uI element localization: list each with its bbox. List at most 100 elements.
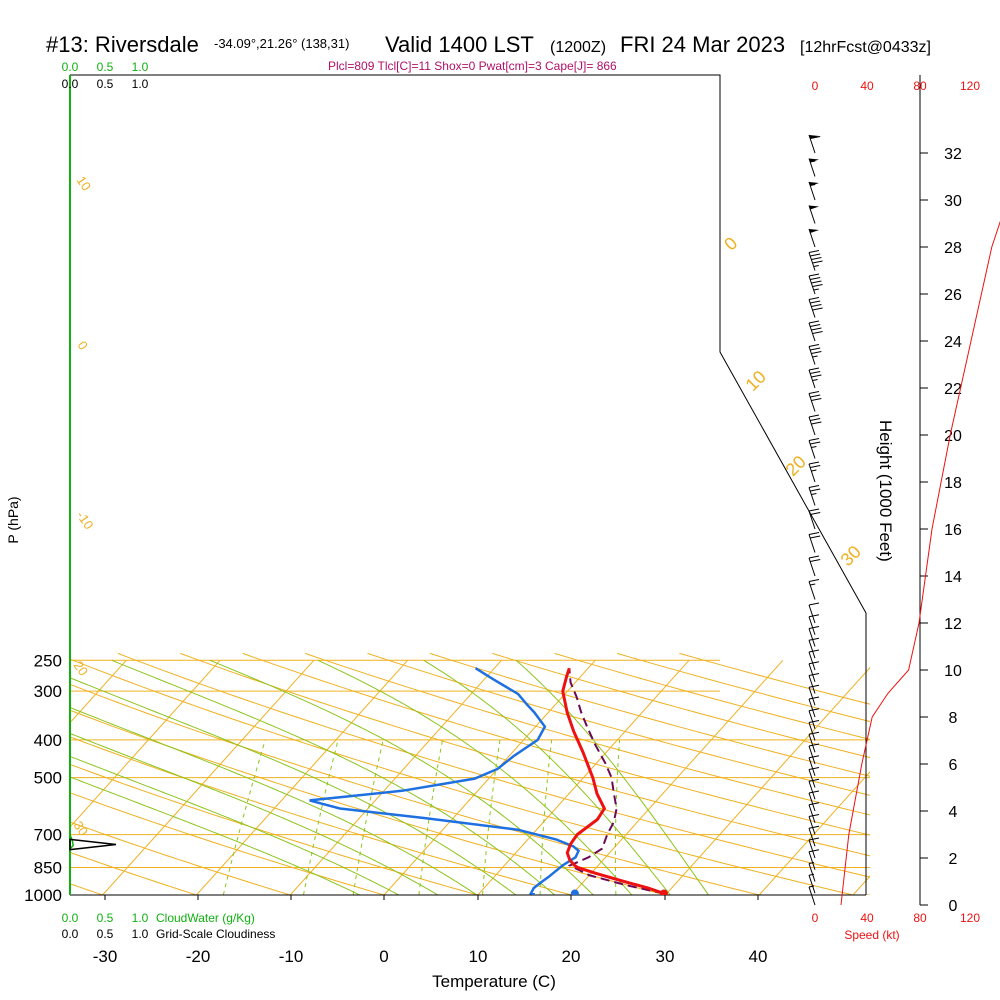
height-tick-label: 28 — [944, 240, 962, 257]
wind-barb-feather — [808, 708, 820, 712]
wind-barb-feather — [811, 327, 822, 331]
dry-adiabat — [117, 652, 870, 878]
wind-barb — [808, 344, 822, 365]
wind-barb-half — [810, 583, 816, 586]
cloudwater-label: CloudWater (g/Kg) — [156, 911, 255, 925]
wind-barb — [808, 720, 820, 741]
dry-adiabat — [367, 652, 870, 796]
wind-barb-shaft — [808, 416, 816, 436]
cloudiness-triangle — [69, 838, 117, 851]
mixing-ratio-label: 8 — [467, 906, 484, 920]
wind-barb-shaft — [808, 863, 816, 882]
wind-barb-feather — [811, 374, 822, 378]
wind-barb-feather — [808, 661, 820, 665]
wind-barb — [808, 508, 821, 530]
wind-barb — [808, 743, 820, 765]
dry-adiabat — [0, 653, 32, 903]
station-coords: -34.09°,21.26° (138,31) — [214, 36, 349, 51]
wind-barb — [808, 825, 820, 847]
wind-barb-feather — [812, 284, 823, 287]
moist-adiabat — [111, 659, 556, 895]
wind-barb-feather — [808, 743, 820, 747]
parcel-trace — [567, 668, 665, 895]
wind-barb-feather — [808, 250, 820, 253]
moist-adiabat-label: 20 — [71, 658, 92, 678]
height-tick-label: 18 — [944, 475, 962, 492]
isotherm-line — [477, 659, 690, 895]
wind-barb-shaft — [808, 393, 816, 412]
wind-barb — [808, 849, 820, 870]
wind-barb-feather — [808, 837, 820, 841]
wind-barb — [808, 661, 820, 682]
wind-barb-shaft — [808, 769, 816, 788]
wind-barb-shaft — [808, 839, 816, 859]
dry-adiabat-label: 0 — [720, 233, 741, 254]
cloudiness-top-tick: 1.0 — [132, 77, 149, 91]
wind-barb-shaft — [808, 781, 816, 800]
mixing-ratio-label: 3 — [337, 906, 354, 920]
wind-barb-shaft — [808, 487, 816, 506]
wind-barb — [808, 414, 822, 436]
wind-barb-feather — [810, 347, 821, 351]
wind-barb-feather — [812, 307, 823, 311]
wind-barb-feather — [808, 637, 820, 641]
dry-adiabat — [70, 792, 386, 895]
cloudwater-top-tick: 1.0 — [132, 60, 149, 74]
height-tick-label: 22 — [944, 381, 962, 398]
wind-barb-shaft — [808, 875, 816, 894]
wind-barb-half — [811, 446, 817, 448]
pressure-tick-label: 1000 — [24, 886, 62, 905]
speed-top-tick: 120 — [960, 79, 980, 93]
wind-barb-shaft — [808, 828, 816, 847]
wind-barb — [808, 755, 820, 776]
wind-barb — [808, 273, 823, 295]
wind-barb-feather — [808, 273, 820, 277]
height-tick-label: 2 — [949, 851, 958, 868]
height-tick-label: 4 — [949, 804, 958, 821]
wind-barb-feather — [808, 626, 820, 629]
isotherm-line — [70, 659, 221, 828]
isotherm-line — [196, 659, 409, 895]
wind-barb-feather — [808, 532, 820, 535]
sounding-indices: Plcl=809 Tlcl[C]=11 Shox=0 Pwat[cm]=3 Ca… — [328, 59, 617, 73]
wind-barb-feather — [810, 418, 821, 421]
cloudwater-bottom-tick: 0.0 — [62, 911, 79, 925]
mixing-ratio-line — [539, 739, 553, 895]
wind-barb — [808, 696, 820, 718]
wind-barb-feather — [808, 720, 820, 723]
cloudwater-bottom-tick: 0.5 — [97, 911, 114, 925]
dry-adiabat — [554, 652, 870, 740]
wind-barb — [808, 731, 820, 753]
plot-frame — [69, 74, 867, 896]
wind-barb-half — [812, 355, 818, 358]
wind-barb-shaft — [808, 816, 816, 835]
mixing-ratio-label: 2 — [288, 906, 305, 920]
wind-barb-feather — [808, 755, 820, 759]
cloudwater-top-tick: 0.5 — [97, 60, 114, 74]
wind-barb-shaft — [808, 886, 816, 906]
wind-barb-half — [811, 493, 817, 495]
wind-barb — [808, 320, 823, 342]
wind-barb — [808, 555, 821, 577]
wind-barb-shaft — [808, 275, 816, 295]
height-tick-label: 32 — [944, 146, 962, 163]
wind-barb-shaft — [808, 663, 816, 682]
moist-adiabat — [70, 755, 400, 895]
wind-barb — [808, 438, 821, 459]
cloudwater-top-tick: 0.0 — [62, 60, 79, 74]
forecast-run: [12hrFcst@0433z] — [800, 39, 931, 56]
wind-barb-half — [808, 862, 815, 864]
wind-barb-feather — [808, 320, 820, 324]
wind-barb — [808, 158, 819, 177]
station-title: #13: Riversdale — [46, 32, 199, 57]
wind-barb-feather — [810, 512, 821, 515]
wind-barb-feather — [810, 394, 821, 398]
isotherm-line — [70, 659, 127, 724]
wind-barb-shaft — [808, 322, 816, 342]
mixing-ratio-line — [482, 739, 501, 895]
temperature-tick-label: 40 — [749, 947, 768, 966]
wind-barb-feather — [812, 331, 823, 334]
height-tick-label: 20 — [944, 428, 962, 445]
wind-barb — [808, 367, 822, 389]
isotherm-line — [852, 875, 870, 895]
